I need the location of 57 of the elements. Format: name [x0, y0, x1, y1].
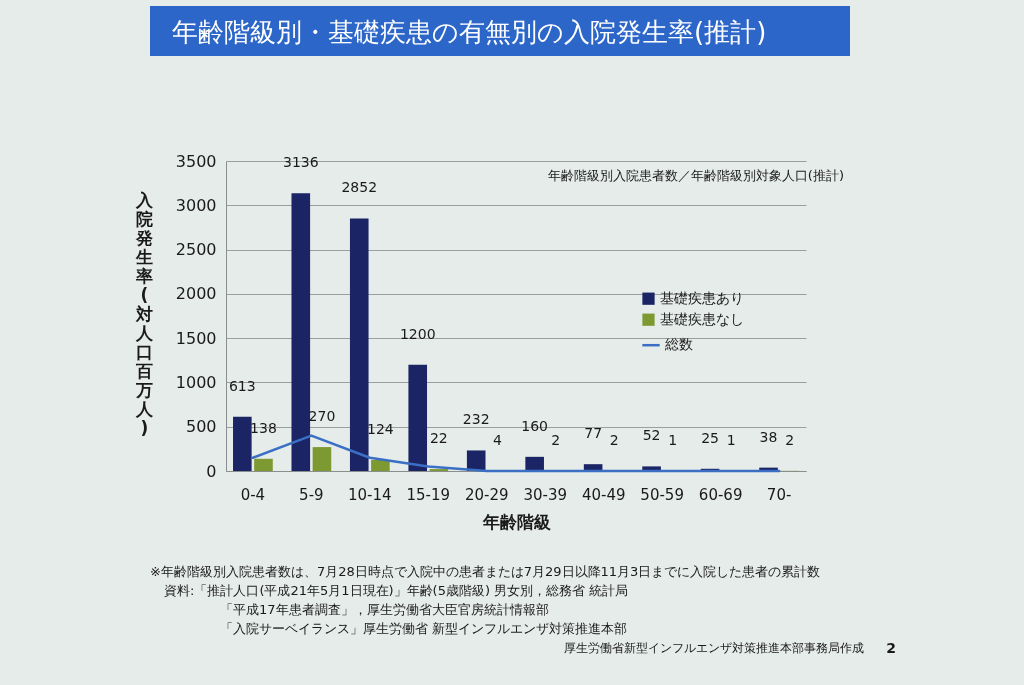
bar	[233, 416, 252, 471]
x-tick-label: 40-49	[581, 485, 626, 504]
x-tick-label: 0-4	[240, 485, 266, 504]
bar	[312, 447, 332, 471]
bar	[291, 193, 311, 471]
data-label: 124	[367, 421, 394, 438]
data-label: 2	[785, 431, 795, 448]
data-label: 25	[701, 429, 719, 446]
data-label: 160	[521, 417, 549, 434]
x-tick-label: 70-	[766, 485, 792, 504]
bar	[525, 456, 544, 471]
y-tick-label: 2000	[175, 284, 217, 304]
y-tick-label: 500	[185, 417, 217, 437]
text: 資料:「推計人口(平成21年5月1日現在)」年齢(5歳階級) 男女別，総務省 統計局	[163, 582, 630, 600]
data-label: 232	[462, 411, 490, 428]
y-tick-label: 2500	[175, 240, 217, 260]
x-axis-title: 年齢階級	[481, 511, 551, 532]
data-label: 2	[609, 431, 619, 448]
data-label: 2852	[341, 179, 378, 196]
data-label: 1	[668, 431, 678, 448]
data-label: 22	[429, 430, 448, 447]
x-tick-label: 50-59	[640, 485, 684, 504]
legend-label: 基礎疾患なし	[660, 310, 744, 327]
legend-label: 総数	[664, 336, 693, 353]
x-tick-label: 60-69	[698, 485, 743, 504]
x-tick-label: 10-14	[348, 485, 392, 504]
x-tick-label: 20-29	[464, 485, 509, 504]
text: 年齢階級別入院患者数／年齢階級別対象人口(推計)	[545, 167, 846, 185]
text: 入院発生率(対人口百万人)	[136, 190, 153, 438]
data-label: 1200	[399, 325, 436, 342]
text: 「平成17年患者調査」，厚生労働省大臣官房統計情報部	[219, 601, 550, 619]
y-tick-label: 0	[206, 461, 217, 481]
text: 2	[886, 640, 896, 656]
data-label: 3136	[282, 154, 319, 171]
data-label: 52	[642, 427, 661, 444]
data-label: 38	[759, 428, 778, 445]
data-label: 2	[551, 431, 561, 448]
bar	[254, 458, 273, 471]
bar	[371, 460, 390, 471]
x-tick-label: 15-19	[406, 485, 451, 504]
x-tick-label: 30-39	[523, 485, 568, 504]
text: 「入院サーベイランス」厚生労働省 新型インフルエンザ対策推進本部	[219, 620, 629, 638]
data-label: 613	[228, 377, 256, 394]
chart-title: 年齢階級別・基礎疾患の有無別の入院発生率(推計)	[172, 16, 767, 49]
legend-label: 基礎疾患あり	[660, 289, 744, 306]
bar	[408, 364, 428, 471]
data-label: 1	[726, 431, 736, 448]
y-tick-label: 1500	[175, 328, 217, 348]
bar	[349, 218, 369, 471]
x-tick-label: 5-9	[299, 485, 324, 504]
y-tick-label: 3000	[175, 195, 217, 215]
data-label: 77	[584, 425, 603, 442]
y-tick-label: 3500	[175, 151, 217, 171]
data-label: 4	[492, 431, 502, 448]
text: ※年齢階級別入院患者数は、7月28日時点で入院中の患者または7月29日以降11月3日までに入院した患者の累計数	[150, 563, 821, 581]
text: 厚生労働省新型インフルエンザ対策推進本部事務局作成	[564, 640, 864, 657]
y-tick-label: 1000	[175, 372, 217, 392]
